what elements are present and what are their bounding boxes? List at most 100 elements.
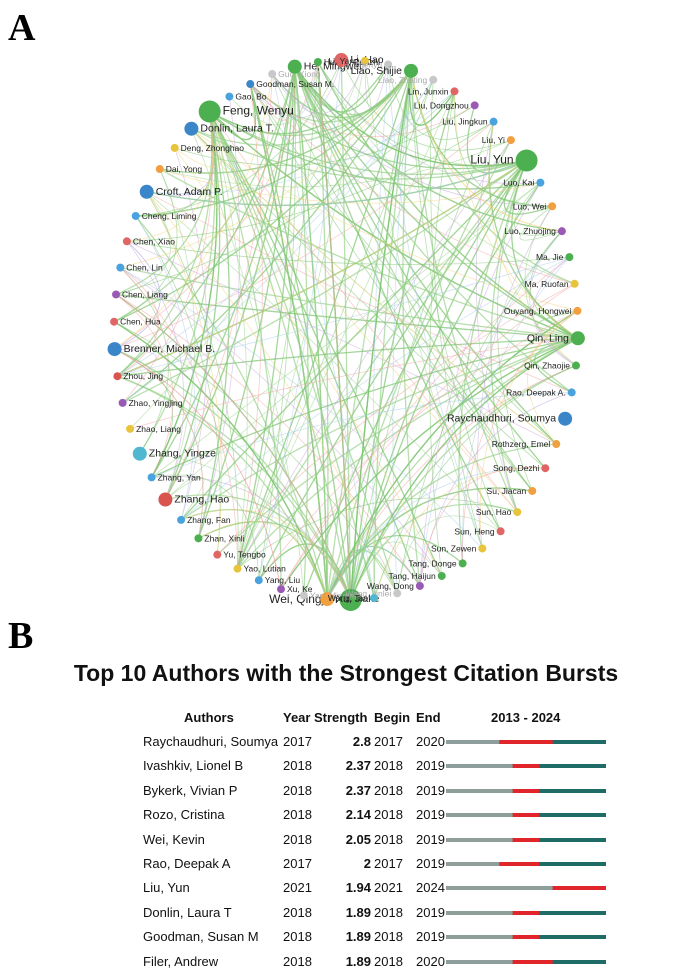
burst-year: 2018 — [283, 807, 312, 823]
network-edge — [209, 110, 541, 190]
network-node-label: Wang, Jinlei — [345, 588, 391, 598]
timeline-active-segment — [512, 837, 606, 842]
network-node — [194, 534, 203, 543]
network-node-label: Sun, Hao — [476, 507, 512, 517]
network-edge — [135, 215, 196, 520]
network-edge — [249, 83, 533, 492]
burst-row: Wei, Kevin 2018 2.05 2018 2019 — [0, 829, 692, 853]
network-edge — [114, 241, 161, 350]
network-node — [552, 440, 561, 449]
burst-end: 2019 — [416, 758, 445, 774]
network-node — [515, 149, 538, 172]
network-node — [570, 279, 579, 288]
burst-row: Liu, Yun 2021 1.94 2021 2024 — [0, 877, 692, 901]
network-edge — [126, 241, 185, 500]
network-node-label: Rothzerg, Emel — [492, 439, 551, 449]
network-edge — [519, 205, 563, 241]
network-edge — [258, 66, 296, 581]
network-edge — [191, 70, 412, 146]
network-node — [147, 473, 156, 482]
network-node-label: Sun, Heng — [454, 526, 494, 536]
network-node — [565, 253, 574, 262]
network-edge — [326, 337, 579, 600]
network-node-label: Sun, Zewen — [431, 543, 477, 553]
network-node-label: Cheng, Liming — [142, 211, 197, 221]
network-edge — [454, 91, 579, 339]
network-edge — [479, 310, 578, 549]
burst-timeline — [446, 764, 606, 769]
network-node-label: Liu, Dongzhou — [414, 100, 469, 110]
timeline-before-segment — [446, 764, 513, 769]
network-edge — [165, 74, 273, 500]
network-node-label: Lin, Junxin — [408, 86, 449, 96]
network-node-label: Yao, Lutian — [243, 564, 286, 574]
network-node-label: Liao, Zheting — [378, 75, 427, 85]
burst-end: 2019 — [416, 807, 445, 823]
network-node — [198, 100, 221, 123]
network-edge — [317, 61, 352, 600]
network-edge — [114, 348, 282, 590]
network-edge — [249, 59, 342, 119]
network-edge — [402, 70, 421, 587]
network-edge — [191, 128, 527, 180]
network-edge — [139, 453, 328, 600]
network-edge — [350, 364, 577, 601]
network-node — [370, 594, 379, 603]
network-node-label: Luo, Zhuojing — [504, 226, 556, 236]
burst-end: 2019 — [416, 904, 445, 920]
network-edge — [151, 337, 579, 478]
network-edge — [209, 110, 527, 176]
network-edge — [529, 230, 579, 339]
network-node-label: Guo, Xiong — [278, 69, 321, 79]
burst-strength: 2.8 — [352, 734, 371, 749]
burst-timeline — [446, 959, 606, 964]
network-edge — [135, 59, 342, 217]
network-node-label: Zhang, Yingze — [149, 448, 216, 460]
burst-begin: 2021 — [374, 880, 403, 896]
burst-row: Raychaudhuri, Soumya 2017 2.8 2017 2020 — [0, 731, 692, 755]
network-edge — [419, 467, 546, 586]
burst-begin: 2018 — [374, 807, 403, 823]
network-node — [536, 178, 545, 187]
network-edge — [237, 84, 263, 569]
network-edge — [198, 96, 240, 539]
network-edge — [229, 61, 319, 126]
network-node — [126, 424, 135, 433]
network-node — [122, 237, 131, 246]
network-node — [513, 508, 522, 517]
network-node — [458, 559, 467, 568]
network-node-label: Yan, Mingyue — [310, 591, 362, 601]
network-node — [548, 202, 557, 211]
network-edge — [419, 392, 572, 587]
network-edge — [249, 83, 557, 445]
network-edge — [419, 182, 541, 586]
timeline-active-segment — [499, 740, 606, 744]
network-node-label: Liu, Yun — [470, 152, 513, 166]
network-edge — [114, 348, 174, 478]
network-node — [320, 592, 335, 607]
network-node — [131, 211, 140, 220]
network-edge — [209, 64, 389, 135]
network-edge — [249, 83, 352, 601]
network-node — [557, 227, 566, 236]
network-edge — [406, 70, 434, 121]
network-node-label: Wang, Tao — [328, 593, 368, 603]
network-node-label: Song, Dezhi — [493, 463, 539, 473]
burst-end: 2019 — [416, 831, 445, 847]
network-node-label: Rao, Deepak A. — [506, 387, 566, 397]
burst-row: Filer, Andrew 2018 1.89 2018 2020 — [0, 951, 692, 975]
network-node — [233, 564, 242, 573]
network-edge — [159, 168, 579, 339]
column-header-year: Year — [283, 710, 311, 725]
timeline-active-segment — [512, 910, 606, 915]
network-node-label: Deng, Zhonghao — [181, 143, 245, 153]
burst-row: Goodman, Susan M 2018 1.89 2018 2019 — [0, 926, 692, 950]
burst-author: Raychaudhuri, Soumya — [143, 734, 279, 749]
burst-timeline — [446, 813, 606, 818]
network-node-label: Xu, Ke — [287, 584, 313, 594]
burst-timeline — [446, 935, 606, 940]
column-header-range: 2013 - 2024 — [491, 710, 561, 725]
network-edge — [129, 337, 578, 430]
burst-strength: 1.89 — [345, 904, 371, 920]
